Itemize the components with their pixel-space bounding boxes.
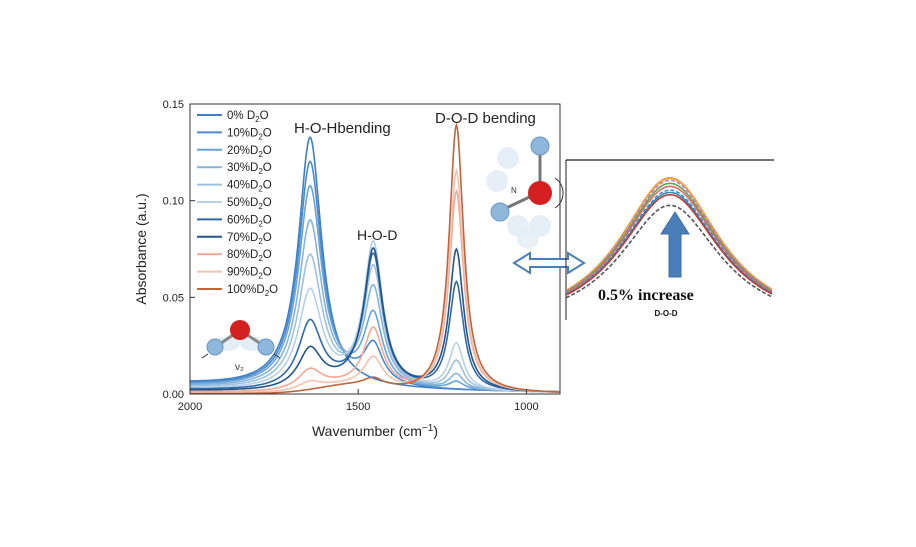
x-tick-label: 2000 — [178, 401, 202, 413]
inset-label: D-O-D — [654, 309, 677, 318]
legend-entry: 0% D2O — [227, 110, 269, 124]
y-tick-label: 0.15 — [163, 99, 184, 111]
legend-entry: 100%D2O — [227, 284, 278, 298]
legend-entry: 70%D2O — [227, 232, 272, 246]
x-tick-label: 1500 — [346, 401, 370, 413]
h2o-bending-molecule: ν₂ — [201, 320, 281, 373]
x-tick-label: 1000 — [514, 401, 538, 413]
y-ticks: 0.00 0.05 0.10 0.15 — [163, 99, 195, 401]
peak-label-hod: H-O-D — [357, 227, 397, 243]
legend-entry: 80%D2O — [227, 249, 272, 263]
inset-series-line — [566, 204, 773, 299]
y-tick-label: 0.05 — [163, 292, 184, 304]
oxygen-atom — [528, 181, 552, 205]
series-line — [190, 247, 560, 393]
hydrogen-atom — [490, 202, 510, 222]
legend-entry: 60%D2O — [227, 214, 272, 228]
plot-curves — [190, 122, 560, 395]
legend-entry: 90%D2O — [227, 267, 272, 281]
double-arrow-icon — [512, 251, 586, 275]
peak-label-dod: D-O-D bending — [435, 110, 536, 127]
y-tick-label: 0.10 — [163, 196, 184, 208]
legend: 0% D2O 10%D2O 20%D2O 30%D2O 40%D2O 50%D2O 60%D… — [197, 110, 278, 298]
plot-frame — [189, 103, 561, 395]
inset-series-line — [566, 185, 773, 294]
inset-chart: 0.5% increase D-O-D — [565, 159, 774, 320]
h2o-rotating-molecule: N — [486, 136, 564, 249]
nu2-label: ν₂ — [235, 362, 244, 373]
inset-annotation: 0.5% increase — [598, 287, 694, 304]
legend-entry: 10%D2O — [227, 127, 272, 141]
legend-entry: 50%D2O — [227, 197, 272, 211]
main-chart: 0.00 0.05 0.10 0.15 2000 1500 1000 Absorbance… — [133, 99, 561, 439]
y-tick-label: 0.00 — [163, 389, 184, 401]
inset-series-line — [566, 194, 773, 296]
inset-curves — [566, 176, 773, 299]
series-line — [190, 168, 560, 394]
n-label: N — [511, 186, 517, 195]
series-line — [190, 252, 560, 393]
hydrogen-atom — [530, 136, 550, 156]
oxygen-atom — [230, 320, 250, 340]
legend-entry: 20%D2O — [227, 145, 272, 159]
x-ticks: 2000 1500 1000 — [178, 389, 539, 413]
legend-entry: 30%D2O — [227, 162, 272, 176]
series-line — [190, 240, 560, 393]
hydrogen-atom — [206, 338, 224, 356]
up-arrow-icon — [660, 211, 690, 278]
peak-label-hoh: H-O-Hbending — [294, 120, 391, 137]
inset-series-line — [566, 182, 773, 293]
series-line — [190, 122, 560, 395]
y-axis-label: Absorbance (a.u.) — [133, 193, 149, 304]
legend-entry: 40%D2O — [227, 180, 272, 194]
hydrogen-atom — [257, 338, 275, 356]
x-axis-label: Wavenumber (cm−1) — [312, 423, 438, 439]
inset-series-line — [566, 179, 773, 293]
